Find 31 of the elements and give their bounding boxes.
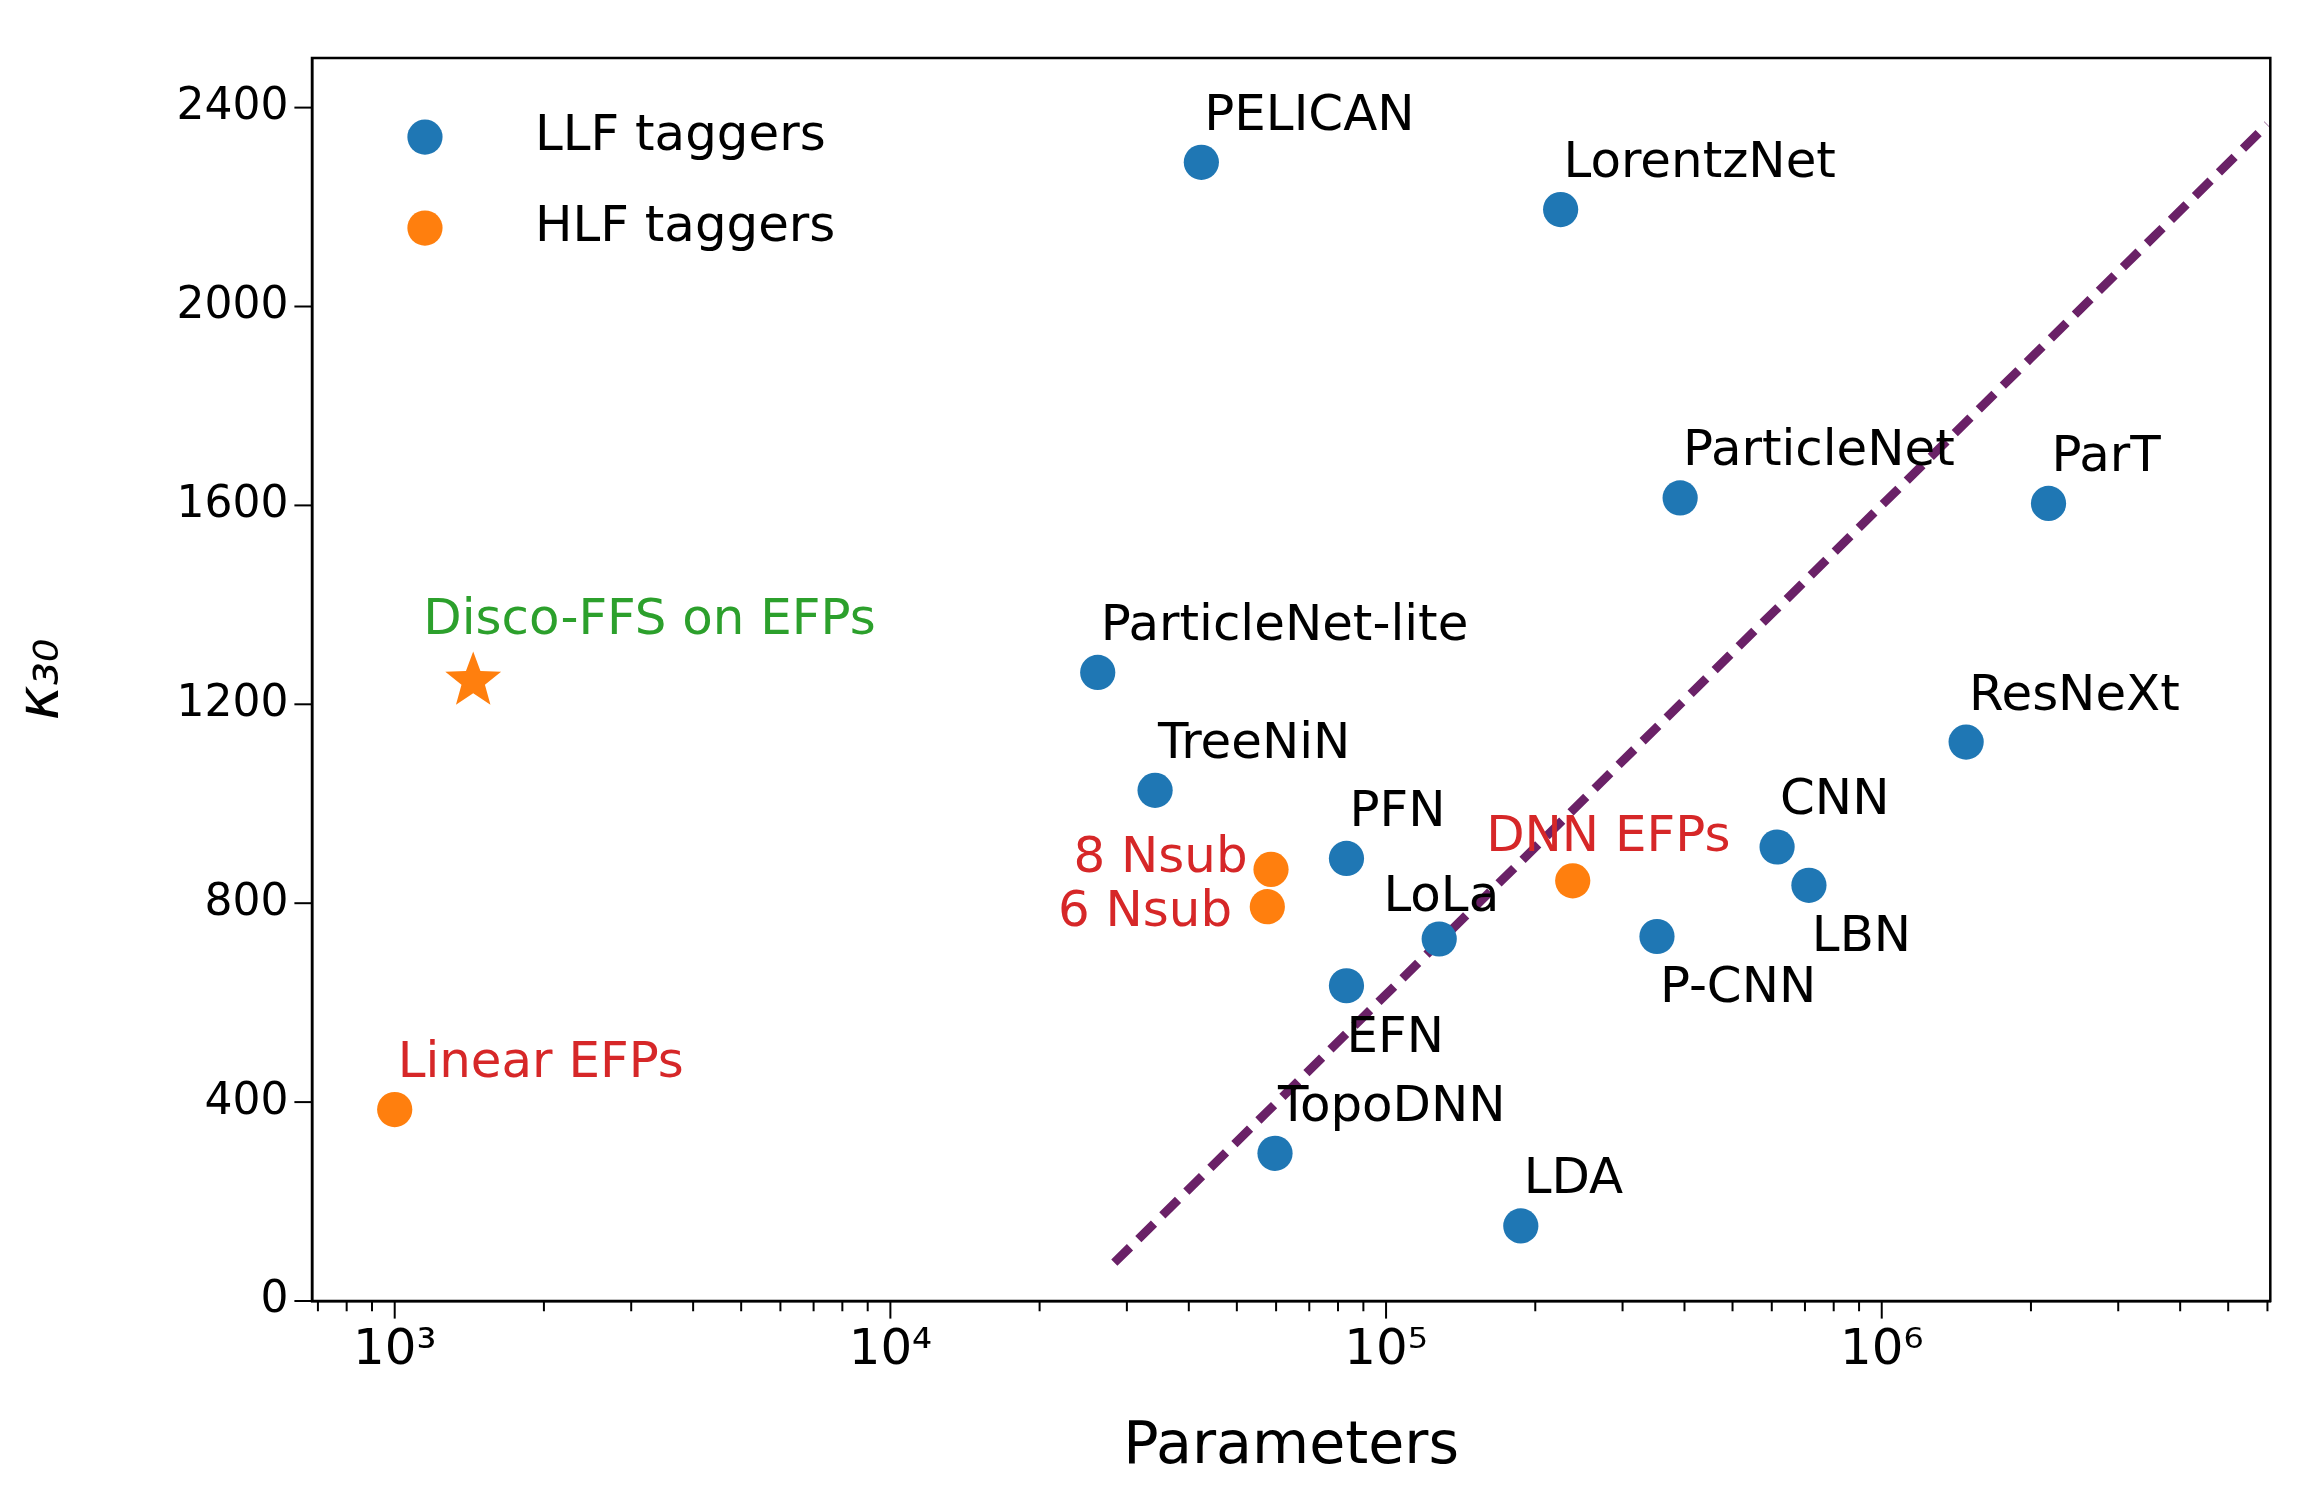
y-tick-label: 2400 bbox=[176, 78, 289, 130]
annotation: TopoDNN bbox=[1276, 1074, 1506, 1133]
y-tick-label: 800 bbox=[204, 873, 289, 925]
x-tick-label: 10⁶ bbox=[1840, 1318, 1924, 1377]
annotation: Disco-FFS on EFPs bbox=[423, 587, 876, 646]
annotation: ParT bbox=[2051, 424, 2162, 483]
annotation: LoLa bbox=[1383, 864, 1500, 923]
annotation: DNN EFPs bbox=[1486, 805, 1731, 864]
annotation: LorentzNet bbox=[1563, 131, 1836, 190]
y-tick-label: 1200 bbox=[176, 674, 289, 726]
annotation: ResNeXt bbox=[1969, 663, 2180, 722]
legend-label: LLF taggers bbox=[534, 104, 826, 163]
annotation: CNN bbox=[1780, 768, 1890, 827]
annotation: PELICAN bbox=[1204, 83, 1415, 142]
x-axis-title: Parameters bbox=[1123, 1409, 1460, 1478]
y-axis-title: κ₃₀ bbox=[4, 638, 73, 721]
annotation: ParticleNet bbox=[1683, 419, 1955, 478]
y-tick-label: 2000 bbox=[176, 276, 289, 328]
annotation: ParticleNet-lite bbox=[1100, 593, 1469, 652]
annotation: TreeNiN bbox=[1157, 711, 1351, 770]
x-tick-label: 10³ bbox=[352, 1318, 437, 1377]
annotation: EFN bbox=[1346, 1005, 1444, 1064]
y-tick-label: 400 bbox=[204, 1072, 289, 1124]
legend-label: HLF taggers bbox=[534, 195, 836, 253]
x-tick-label: 10⁴ bbox=[848, 1318, 933, 1377]
y-tick-label: 0 bbox=[260, 1271, 289, 1323]
x-tick-label: 10⁵ bbox=[1344, 1318, 1428, 1377]
annotation: LDA bbox=[1523, 1147, 1624, 1206]
y-tick-label: 1600 bbox=[176, 475, 289, 527]
annotation: Linear EFPs bbox=[397, 1031, 684, 1090]
annotation: PFN bbox=[1349, 779, 1446, 838]
